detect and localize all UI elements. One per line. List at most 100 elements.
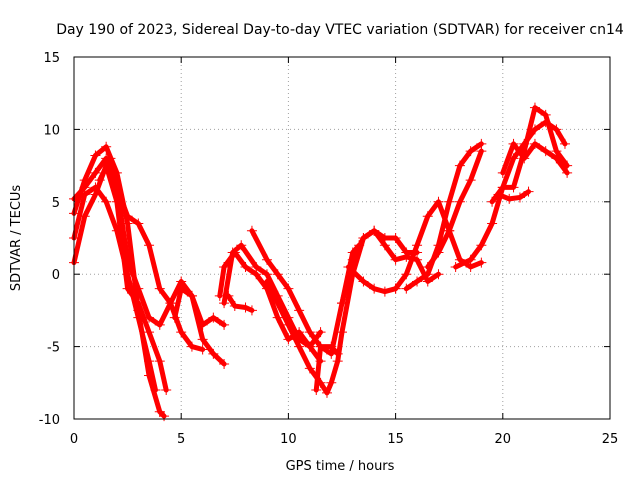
data-point	[337, 327, 347, 338]
data-point	[540, 146, 551, 157]
data-point	[133, 218, 144, 229]
series-line	[221, 242, 324, 350]
data-point	[246, 225, 257, 236]
data-point	[251, 261, 262, 272]
data-point	[422, 261, 433, 272]
data-point	[133, 298, 144, 309]
data-point	[358, 233, 369, 243]
data-point	[487, 196, 498, 207]
data-point	[529, 138, 540, 149]
data-point	[261, 276, 272, 287]
series-line	[345, 264, 399, 295]
data-point	[304, 341, 315, 352]
plot-frame	[73, 56, 611, 420]
data-point	[90, 189, 101, 200]
data-point	[272, 298, 283, 309]
data-point	[497, 182, 508, 193]
series-sat-c	[69, 182, 161, 396]
data-point	[476, 240, 487, 251]
data-point	[79, 189, 90, 200]
series-line	[403, 141, 484, 292]
data-point	[412, 276, 423, 287]
data-point	[390, 233, 401, 243]
data-point	[401, 269, 412, 280]
axis-ticks	[73, 56, 611, 420]
data-point	[444, 225, 455, 236]
data-point	[401, 251, 412, 262]
data-point	[144, 356, 155, 367]
data-point	[504, 193, 515, 204]
data-point	[176, 283, 187, 294]
data-point	[111, 182, 122, 193]
data-point	[559, 138, 570, 149]
data-point	[433, 269, 444, 280]
data-point	[261, 254, 272, 265]
data-point	[236, 240, 247, 251]
data-point	[94, 175, 105, 186]
data-point	[154, 319, 165, 330]
series-sat-q	[422, 146, 487, 272]
data-point	[197, 319, 208, 330]
data-point	[90, 167, 101, 178]
series-line	[225, 293, 255, 313]
data-point	[476, 257, 487, 268]
data-point	[240, 261, 251, 272]
data-point	[105, 153, 116, 164]
y-tick-label: 5	[52, 196, 60, 211]
data-point	[332, 356, 343, 367]
data-point	[186, 290, 197, 301]
y-tick-label: 15	[43, 51, 60, 66]
data-point	[337, 298, 347, 309]
data-point	[562, 167, 573, 178]
data-point	[390, 254, 401, 265]
series-line	[313, 242, 362, 393]
plot-area	[69, 102, 573, 422]
data-point	[379, 240, 390, 251]
data-point	[514, 192, 525, 203]
y-tick-label: -10	[39, 413, 60, 428]
y-tick-label: 0	[52, 268, 60, 283]
x-tick-label: 15	[387, 432, 404, 447]
series-sat-f	[169, 283, 230, 330]
data-point	[508, 138, 519, 149]
data-point	[197, 334, 208, 345]
data-point	[186, 341, 197, 352]
data-point	[551, 153, 562, 164]
data-point	[412, 240, 423, 251]
data-point	[529, 102, 540, 113]
data-point	[197, 344, 208, 355]
data-point	[144, 240, 155, 251]
series-sat-o	[390, 196, 487, 294]
data-point	[493, 189, 504, 200]
data-point	[208, 348, 219, 359]
data-point	[208, 312, 219, 323]
data-point	[326, 377, 337, 388]
data-point	[90, 150, 101, 161]
series-line	[496, 189, 532, 202]
data-point	[369, 225, 380, 236]
data-point	[144, 327, 155, 338]
data-point	[223, 290, 234, 301]
data-point	[101, 196, 112, 207]
data-point	[487, 218, 498, 229]
data-point	[450, 261, 461, 272]
series-line	[339, 228, 441, 306]
data-point	[454, 196, 465, 207]
data-point	[347, 254, 358, 265]
data-point	[465, 175, 476, 186]
data-point	[465, 146, 476, 157]
x-tick-label: 0	[70, 432, 78, 447]
data-point	[390, 283, 401, 294]
series-line	[172, 286, 227, 328]
series-sat-d	[69, 160, 172, 396]
data-point	[465, 254, 476, 265]
series-sat-i	[223, 290, 257, 316]
x-tick-label: 25	[602, 432, 619, 447]
data-point	[240, 302, 251, 313]
y-axis-label: SDTVAR / TECUs	[9, 185, 24, 292]
data-point	[519, 153, 530, 164]
data-point	[122, 283, 133, 294]
data-point	[433, 247, 444, 258]
series-sat-n	[337, 225, 444, 309]
data-point	[311, 385, 322, 396]
